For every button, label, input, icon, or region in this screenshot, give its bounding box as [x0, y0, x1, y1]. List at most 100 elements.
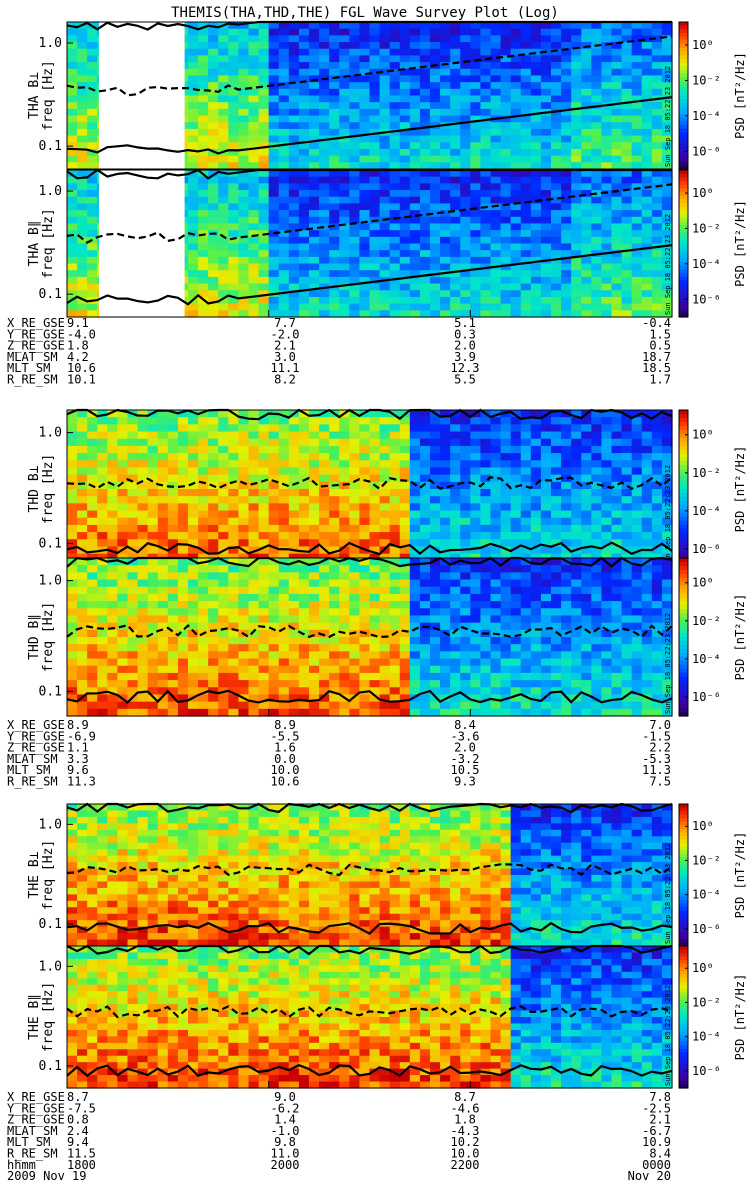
freq-axis-label: freq [Hz]	[41, 208, 56, 278]
frequency-curves	[66, 802, 673, 935]
ephemeris-value: 7.7	[274, 316, 296, 330]
ephemeris-value: 9.0	[274, 1090, 296, 1104]
ephemeris-name: MLT_SM	[7, 1135, 50, 1149]
spectrogram-cells	[67, 804, 673, 947]
timestamp-stamp: Sun Sep 18 05:22:23 2012	[664, 613, 672, 714]
ephemeris-value: -3.6	[451, 729, 480, 743]
ephemeris-value: 11.3	[67, 775, 96, 789]
colorbar-label: PSD [nT²/Hz]	[733, 200, 747, 287]
panel-label: THA B⊥	[27, 72, 42, 119]
colorbar-tick-label: 10⁻⁶	[692, 144, 721, 158]
ephemeris-value: -2.0	[271, 327, 300, 341]
ephemeris-value: 9.1	[67, 316, 89, 330]
ephemeris-value: 10.5	[451, 763, 480, 777]
ephemeris-value: -4.0	[67, 327, 96, 341]
colorbar-tick-label: 10⁻⁴	[692, 888, 721, 902]
data-gap	[98, 22, 185, 169]
ephemeris-value: 8.7	[67, 1090, 89, 1104]
freq-tick-label: 0.1	[39, 1059, 62, 1074]
ephemeris-name: MLT_SM	[7, 763, 50, 777]
panel-frame	[66, 945, 673, 1089]
freq-tick-label: 0.1	[39, 917, 62, 932]
ephemeris-value: -0.4	[642, 316, 671, 330]
ephemeris-value: 10.1	[67, 373, 96, 387]
colorbar-tick-label: 10⁻²	[692, 853, 721, 867]
ephemeris-value: -4.3	[451, 1124, 480, 1138]
ephemeris-name: Z_RE_GSE	[7, 339, 65, 353]
colorbar-label: PSD [nT²/Hz]	[733, 594, 747, 681]
freq-tick-label: 0.1	[39, 684, 62, 699]
colorbar: 10⁰ 10⁻² 10⁻⁴ 10⁻⁶ PSD [nT²/Hz] Sun Sep 18 05…	[664, 169, 747, 318]
ephemeris-name: R_RE_SM	[7, 775, 58, 789]
ephemeris-name: R_RE_SM	[7, 373, 58, 387]
ephemeris-thd: X_RE_GSE 8.9 8.9 8.4 7.0Y_RE_GSE -6.9 -5.5 -3.6…	[7, 718, 671, 789]
panel-frame	[66, 557, 673, 717]
colorbar-tick-label: 10⁻⁴	[692, 257, 721, 271]
ephemeris-value: -7.5	[67, 1101, 96, 1115]
ephemeris-name: R_RE_SM	[7, 1147, 58, 1161]
ephemeris-value: 9.3	[454, 775, 476, 789]
colorbar: 10⁰ 10⁻² 10⁻⁴ 10⁻⁶ PSD [nT²/Hz] Sun Sep 18 05…	[664, 803, 747, 947]
ephemeris-name: Y_RE_GSE	[7, 729, 65, 743]
time-tick-label: 2000	[271, 1158, 300, 1172]
ephemeris-value: 1.4	[274, 1113, 296, 1127]
ephemeris-name: Z_RE_GSE	[7, 1113, 65, 1127]
ephemeris-value: -6.2	[271, 1101, 300, 1115]
time-tick-label: 1800	[67, 1158, 96, 1172]
ephemeris-value: 10.0	[271, 763, 300, 777]
colorbar-label: PSD [nT²/Hz]	[733, 52, 747, 139]
ephemeris-value: 0.8	[67, 1113, 89, 1127]
timestamp-stamp: Sun Sep 18 05:22:23 2012	[664, 214, 672, 315]
ephemeris-value: 2.4	[67, 1124, 89, 1138]
ephemeris-tha: X_RE_GSE 9.1 7.7 5.1 -0.4 Y_RE_GSE -4.0 -2.0 0.3…	[7, 316, 671, 387]
ephemeris-value: 11.0	[271, 1147, 300, 1161]
ephemeris-value: 0.3	[454, 327, 476, 341]
colorbar: 10⁰ 10⁻² 10⁻⁴ 10⁻⁶ PSD [nT²/Hz] Sun Sep 18 05…	[664, 945, 747, 1089]
spectrogram-panel-thd-par: 1.0 0.1 THD B∥ freq [Hz] 10⁰ 10⁻² 10⁻⁴ 10⁻⁶ PSD …	[27, 556, 747, 717]
freq-tick-label: 0.1	[39, 139, 62, 154]
colorbar-tick-label: 10⁰	[692, 819, 714, 833]
colorbar-tick-label: 10⁻²	[692, 614, 721, 628]
ephemeris-value: 18.5	[642, 361, 671, 375]
ephemeris-value: 0.5	[649, 339, 671, 353]
end-date: Nov 20	[628, 1169, 671, 1183]
panel-frame	[66, 169, 673, 318]
timestamp-stamp: Sun Sep 18 05:22:23 2012	[664, 465, 672, 566]
ephemeris-value: 18.7	[642, 350, 671, 364]
ephemeris-value: -6.9	[67, 729, 96, 743]
colorbar-tick-label: 10⁰	[692, 186, 714, 200]
ephemeris-value: 8.7	[454, 1090, 476, 1104]
spectrogram-panel-the-par: 1.0 0.1 THE B∥ freq [Hz] 10⁰ 10⁻² 10⁻⁴ 10⁻⁶ PSD …	[27, 944, 747, 1089]
colorbar-label: PSD [nT²/Hz]	[733, 832, 747, 919]
ephemeris-name: MLAT_SM	[7, 1124, 58, 1138]
colorbar-tick-label: 10⁰	[692, 961, 714, 975]
ephemeris-name: X_RE_GSE	[7, 718, 65, 732]
colorbar-label: PSD [nT²/Hz]	[733, 446, 747, 533]
ephemeris-value: 1.1	[67, 741, 89, 755]
ephemeris-value: -3.2	[451, 752, 480, 766]
colorbar-tick-label: 10⁻⁶	[692, 922, 721, 936]
freq-tick-label: 1.0	[39, 959, 62, 974]
colorbar-tick-label: 10⁻⁴	[692, 504, 721, 518]
freq-axis-label: freq [Hz]	[41, 454, 56, 524]
ephemeris-value: 9.8	[274, 1135, 296, 1149]
ephemeris-value: 1.8	[454, 1113, 476, 1127]
ephemeris-name: MLT_SM	[7, 361, 50, 375]
ephemeris-value: 1.5	[649, 327, 671, 341]
ephemeris-the: X_RE_GSE 8.7 9.0 8.7 7.8Y_RE_GSE -7.5 -6.2 -4.6…	[7, 1090, 671, 1161]
ephemeris-name: MLAT_SM	[7, 752, 58, 766]
ephemeris-value: 10.9	[642, 1135, 671, 1149]
ephemeris-value: 7.5	[649, 775, 671, 789]
ephemeris-value: 0.0	[274, 752, 296, 766]
ephemeris-value: 5.5	[454, 373, 476, 387]
colorbar-tick-label: 10⁰	[692, 428, 714, 442]
panel-label: THE B⊥	[27, 851, 42, 898]
ephemeris-value: 10.2	[451, 1135, 480, 1149]
ephemeris-value: 3.0	[274, 350, 296, 364]
ephemeris-value: 2.2	[649, 741, 671, 755]
colorbar-tick-label: 10⁻⁴	[692, 1030, 721, 1044]
ephemeris-value: 10.0	[451, 1147, 480, 1161]
freq-axis-label: freq [Hz]	[41, 982, 56, 1052]
time-tick-label: 2200	[451, 1158, 480, 1172]
